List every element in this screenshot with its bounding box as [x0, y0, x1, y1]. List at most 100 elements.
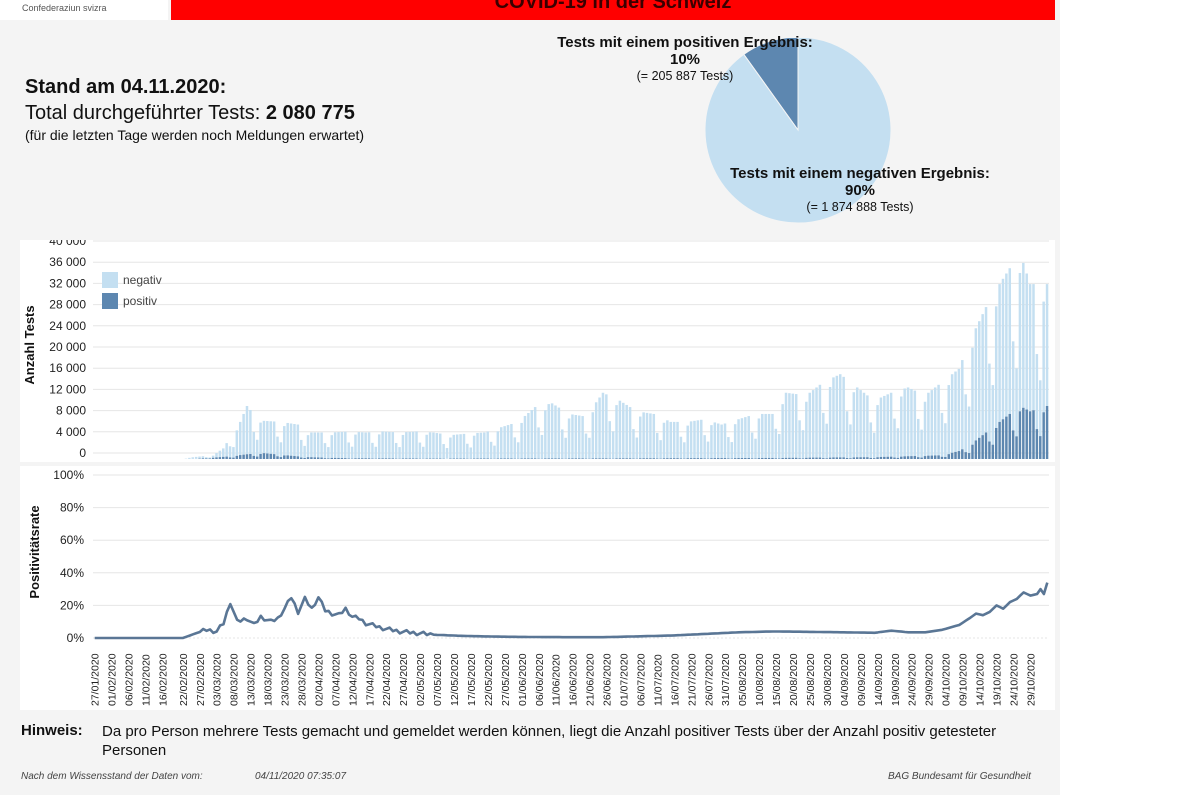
bar-positive: [720, 458, 723, 459]
bar-negative: [479, 432, 483, 459]
bar-negative: [774, 428, 778, 459]
bar-positive: [571, 458, 574, 459]
bar-negative: [1015, 368, 1018, 437]
bar-negative: [642, 412, 645, 459]
bar-negative: [683, 442, 686, 459]
bar-positive: [306, 457, 310, 459]
bar-positive: [900, 456, 903, 459]
pie-positive-pct: 10%: [669, 51, 701, 68]
bar-positive: [622, 458, 625, 459]
bar-negative: [428, 432, 432, 459]
x-tick-label: 29/10/2020: [1025, 653, 1037, 706]
bar-negative: [994, 306, 998, 428]
bar-positive: [862, 457, 866, 459]
bar-positive: [313, 457, 317, 459]
bar-negative: [916, 418, 920, 458]
x-tick-label: 16/07/2020: [669, 653, 681, 706]
bar-negative: [598, 397, 601, 459]
bar-positive: [330, 457, 333, 459]
bar-positive: [744, 458, 747, 459]
footer-timestamp: 04/11/2020 07:35:07: [255, 771, 347, 782]
bar-positive: [913, 456, 917, 459]
bar-positive: [893, 457, 896, 459]
bar-positive: [384, 458, 388, 459]
banner-title: COVID-19 in der Schweiz: [494, 0, 732, 13]
bar-negative: [662, 422, 666, 459]
bar-positive: [815, 457, 818, 459]
bar-positive: [1018, 411, 1022, 459]
x-tick-label: 02/05/2020: [415, 653, 427, 706]
bar-positive: [550, 458, 554, 459]
x-tick-label: 14/10/2020: [975, 653, 987, 706]
bar-ytick-label: 20 000: [49, 340, 86, 354]
bar-negative: [947, 385, 950, 455]
bar-positive: [954, 451, 957, 459]
bar-positive: [605, 458, 608, 459]
bar-negative: [211, 455, 215, 458]
bar-positive: [503, 458, 506, 459]
bar-positive: [211, 457, 215, 459]
bar-negative: [730, 442, 734, 459]
bar-positive: [906, 456, 910, 459]
bar-negative: [266, 421, 269, 454]
bar-negative: [930, 390, 934, 456]
bar-negative: [286, 422, 289, 456]
bar-negative: [344, 431, 347, 459]
bar-negative: [405, 432, 408, 459]
bar-negative: [330, 435, 333, 458]
bar-negative: [900, 396, 903, 457]
bar-negative: [757, 418, 761, 459]
bar-negative: [333, 432, 337, 458]
bar-positive: [920, 457, 923, 459]
bar-negative: [527, 412, 530, 459]
bar-negative: [445, 448, 449, 459]
bar-positive: [293, 456, 296, 459]
bar-negative: [394, 442, 398, 459]
bar-negative: [825, 423, 828, 459]
bar-positive: [767, 457, 771, 459]
bar-negative: [808, 392, 811, 458]
bar-negative: [832, 377, 835, 458]
bar-negative: [859, 390, 862, 458]
bar-positive: [510, 458, 513, 459]
bar-positive: [1045, 406, 1049, 459]
bar-negative: [828, 386, 832, 458]
bar-negative: [364, 432, 367, 459]
x-tick-label: 21/07/2020: [686, 653, 698, 706]
bar-negative: [1045, 284, 1049, 406]
bar-positive: [361, 458, 364, 459]
bar-negative: [276, 436, 279, 457]
bar-negative: [371, 442, 374, 459]
x-tick-label: 09/10/2020: [958, 653, 970, 706]
bar-negative: [547, 404, 550, 459]
bar-positive: [405, 458, 408, 459]
x-tick-label: 25/08/2020: [805, 653, 817, 706]
bar-negative: [516, 442, 520, 459]
bar-negative: [618, 400, 622, 459]
bar-positive: [367, 458, 371, 459]
bar-negative: [940, 412, 944, 457]
bar-negative: [1035, 354, 1039, 430]
x-tick-label: 27/02/2020: [195, 653, 207, 706]
bar-negative: [1005, 273, 1008, 417]
bar-positive: [411, 458, 415, 459]
x-tick-label: 12/05/2020: [449, 653, 461, 706]
bar-positive: [238, 455, 242, 459]
bar-negative: [218, 450, 222, 458]
bar-positive: [669, 458, 673, 459]
bar-negative: [754, 438, 757, 459]
x-tick-label: 23/03/2020: [280, 653, 292, 706]
bar-negative: [889, 392, 893, 457]
bar-positive: [825, 458, 828, 459]
bar-ytick-label: 32 000: [49, 276, 86, 290]
bar-positive: [645, 458, 649, 459]
bar-positive: [228, 457, 232, 459]
x-tick-label: 06/06/2020: [534, 653, 546, 706]
bar-negative: [455, 434, 459, 459]
x-tick-label: 08/03/2020: [229, 653, 241, 706]
bar-positive: [1011, 430, 1015, 459]
bar-positive: [310, 457, 313, 459]
bar-positive: [639, 458, 642, 459]
bar-negative: [594, 402, 598, 459]
x-tick-label: 19/09/2020: [890, 653, 902, 706]
